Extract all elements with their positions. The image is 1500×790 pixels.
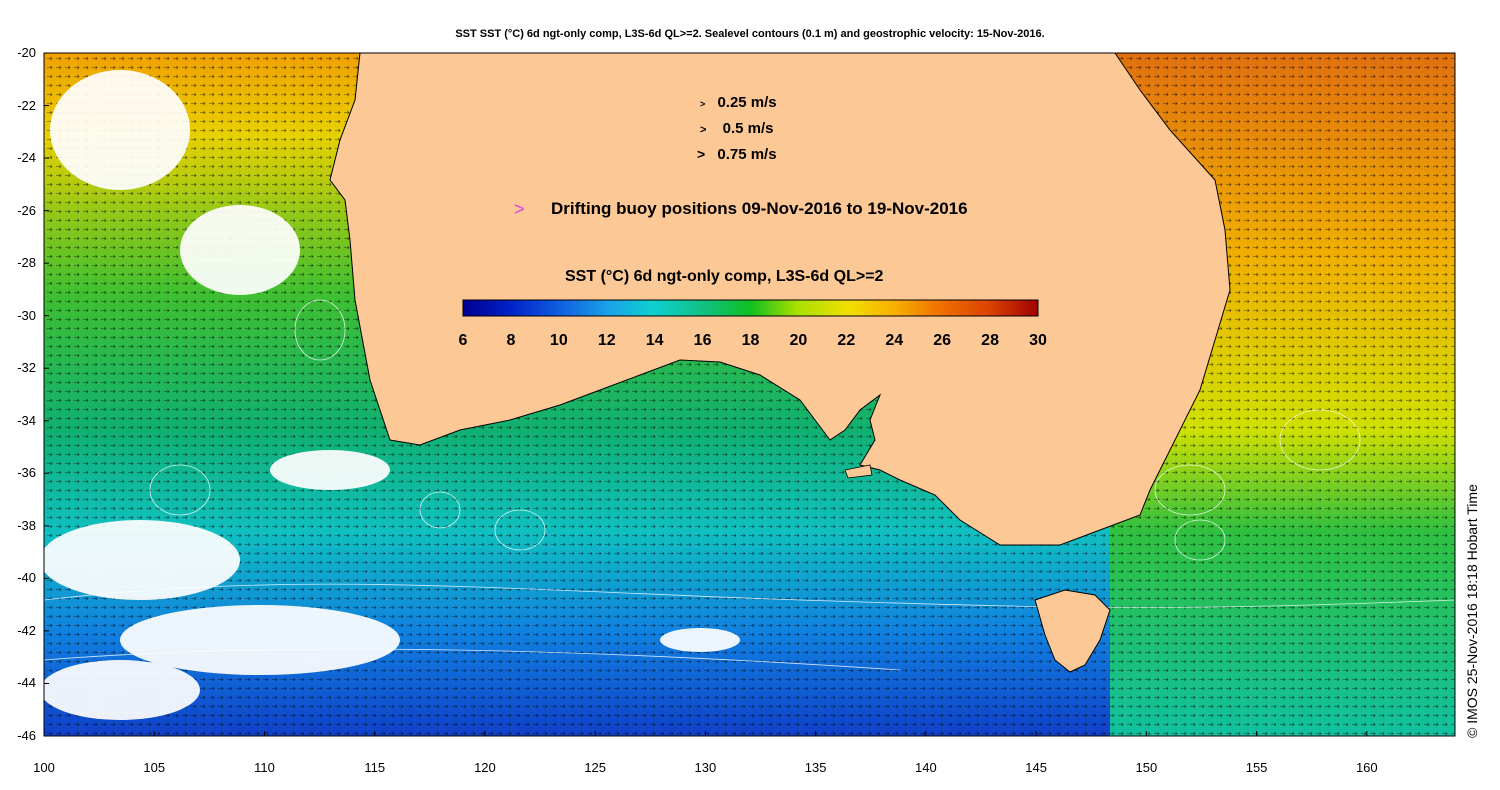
cloud-gaps bbox=[44, 70, 740, 720]
longitude-tick-label: 110 bbox=[254, 760, 275, 775]
latitude-tick-label: -22 bbox=[17, 97, 36, 113]
colorbar bbox=[462, 299, 1039, 317]
longitude-tick-label: 120 bbox=[474, 760, 496, 775]
longitude-tick-label: 100 bbox=[33, 760, 55, 775]
map-plot-area bbox=[44, 53, 1455, 736]
buoy-legend-label: Drifting buoy positions 09-Nov-2016 to 1… bbox=[551, 199, 968, 218]
velocity-arrow-icon: > bbox=[700, 124, 707, 136]
colorbar-tick-label: 6 bbox=[458, 332, 468, 349]
latitude-tick-label: -44 bbox=[17, 675, 36, 691]
velocity-arrow-icon: > bbox=[700, 99, 706, 109]
plot-frame bbox=[43, 52, 1456, 737]
axis-tick-marks bbox=[43, 52, 1368, 737]
colorbar-tick-label: 20 bbox=[789, 332, 808, 349]
colorbar-tick-label: 24 bbox=[885, 332, 904, 349]
sealevel-contours bbox=[44, 299, 1455, 671]
velocity-legend-row: > 0.75 m/s bbox=[697, 146, 777, 163]
latitude-tick-label: -42 bbox=[17, 622, 36, 638]
latitude-tick-label: -38 bbox=[17, 517, 36, 533]
tasmania-land bbox=[1034, 589, 1111, 673]
longitude-tick-label: 130 bbox=[694, 760, 717, 775]
latitude-tick-label: -20 bbox=[17, 45, 36, 60]
colorbar-tick-label: 28 bbox=[981, 332, 999, 349]
colorbar-tick-label: 22 bbox=[837, 332, 856, 349]
latitude-tick-label: -28 bbox=[17, 255, 36, 271]
copyright-label: © IMOS 25-Nov-2016 18:18 Hobart Time bbox=[1464, 484, 1480, 738]
colorbar-tick-label: 8 bbox=[506, 332, 516, 349]
colorbar-tick-label: 14 bbox=[645, 332, 664, 349]
latitude-tick-label: -40 bbox=[17, 570, 36, 586]
longitude-tick-label: 125 bbox=[584, 760, 607, 775]
latitude-tick-label: -46 bbox=[17, 728, 36, 743]
longitude-tick-label: 115 bbox=[364, 760, 386, 775]
longitude-tick-label: 160 bbox=[1355, 760, 1378, 775]
longitude-tick-label: 140 bbox=[915, 760, 937, 775]
colorbar-tick-label: 30 bbox=[1029, 332, 1047, 349]
velocity-legend-label: 0.75 m/s bbox=[717, 146, 777, 163]
colorbar-tick-label: 26 bbox=[933, 332, 952, 349]
colorbar-tick-label: 12 bbox=[597, 332, 616, 349]
longitude-tick-label: 105 bbox=[143, 760, 166, 775]
kangaroo-island bbox=[844, 464, 873, 479]
map-title: SST SST (°C) 6d ngt-only comp, L3S-6d QL… bbox=[455, 28, 1045, 40]
latitude-tick-label: -34 bbox=[17, 412, 36, 428]
latitude-tick-label: -36 bbox=[17, 465, 36, 481]
velocity-legend-label: 0.25 m/s bbox=[717, 94, 777, 111]
latitude-tick-label: -24 bbox=[17, 150, 36, 166]
colorbar-tick-label: 16 bbox=[693, 332, 712, 349]
velocity-legend-label: 0.5 m/s bbox=[722, 120, 774, 137]
australia-land bbox=[329, 53, 1231, 546]
longitude-tick-label: 135 bbox=[804, 760, 827, 775]
longitude-tick-label: 150 bbox=[1135, 760, 1158, 775]
longitude-tick-label: 145 bbox=[1025, 760, 1047, 775]
buoy-marker-icon: > bbox=[514, 199, 525, 219]
colorbar-title: SST (°C) 6d ngt-only comp, L3S-6d QL>=2 bbox=[565, 268, 884, 285]
latitude-tick-label: -32 bbox=[17, 360, 36, 376]
colorbar-tick-label: 10 bbox=[549, 332, 568, 349]
colorbar-tick-label: 18 bbox=[741, 332, 760, 349]
longitude-tick-label: 155 bbox=[1245, 760, 1268, 775]
velocity-legend-row: > 0.25 m/s bbox=[700, 94, 777, 111]
latitude-tick-label: -30 bbox=[17, 307, 36, 323]
velocity-legend-row: > 0.5 m/s bbox=[700, 120, 773, 137]
latitude-tick-label: -26 bbox=[17, 202, 36, 218]
velocity-arrow-icon: > bbox=[697, 146, 706, 162]
